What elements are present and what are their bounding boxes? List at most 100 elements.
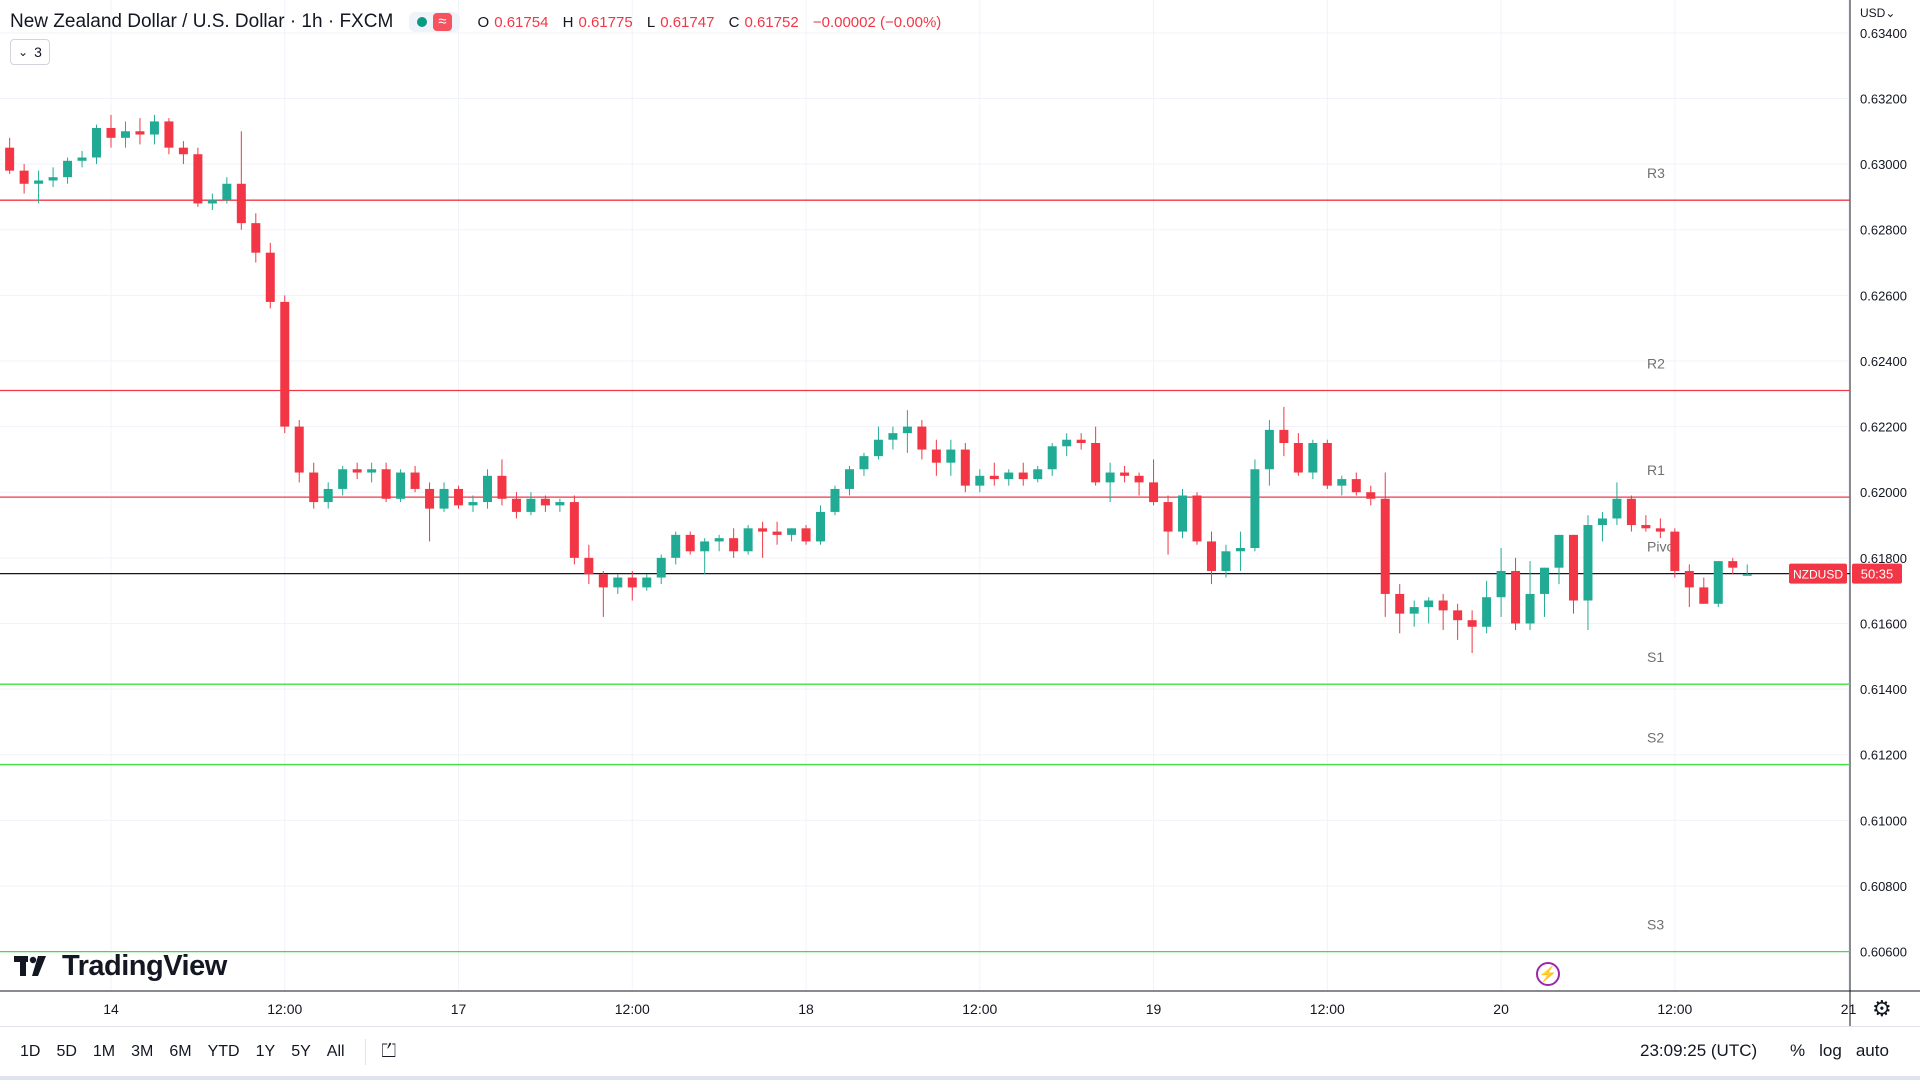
candle-body bbox=[917, 426, 927, 450]
lightning-icon[interactable]: ⚡ bbox=[1536, 962, 1560, 986]
log-toggle[interactable]: log bbox=[1819, 1041, 1842, 1060]
level-label-s3: S3 bbox=[1647, 917, 1664, 933]
range-button-all[interactable]: All bbox=[326, 1043, 345, 1060]
candle-body bbox=[381, 469, 391, 499]
candle-body bbox=[584, 557, 594, 575]
time-tick-label: 21 bbox=[1841, 1001, 1857, 1017]
candle-body bbox=[178, 147, 188, 155]
candle-body bbox=[902, 426, 912, 434]
utc-clock[interactable]: 23:09:25 (UTC) bbox=[1640, 1041, 1758, 1060]
candle-body bbox=[1120, 472, 1130, 476]
price-axis[interactable]: 0.63400 0.63200 0.63000 0.62800 0.62600 0.624… bbox=[1860, 26, 1907, 960]
chevron-down-icon: ⌄ bbox=[1885, 6, 1896, 20]
price-tick-label: 0.61000 bbox=[1860, 813, 1907, 828]
high-value: 0.61775 bbox=[578, 13, 633, 31]
time-tick-label: 12:00 bbox=[267, 1001, 302, 1017]
candle-body bbox=[149, 121, 159, 135]
range-button-6m[interactable]: 6M bbox=[169, 1043, 192, 1060]
candle-body bbox=[1583, 525, 1593, 601]
symbol-title[interactable]: New Zealand Dollar / U.S. Dollar · 1h · … bbox=[10, 11, 394, 32]
candle-body bbox=[1105, 472, 1115, 483]
range-button-1m[interactable]: 1M bbox=[92, 1043, 116, 1060]
candle-body bbox=[1206, 541, 1216, 571]
price-tick-label: 0.62600 bbox=[1860, 288, 1907, 303]
range-button-3m[interactable]: 3M bbox=[131, 1043, 154, 1060]
range-button-5d[interactable]: 5D bbox=[56, 1043, 77, 1060]
candle-body bbox=[946, 449, 956, 463]
bottom-toolbar: 1D 5D 1M 3M 6M YTD 1Y 5Y All ⏍ bbox=[0, 1026, 1920, 1077]
candle-body bbox=[1250, 469, 1260, 549]
candle-body bbox=[352, 469, 362, 473]
candle-body bbox=[1597, 518, 1607, 526]
candle-body bbox=[19, 170, 29, 184]
symbol-tag-bg bbox=[1789, 563, 1847, 584]
candle-body bbox=[1540, 567, 1550, 594]
candle-body bbox=[265, 252, 275, 302]
candle-body bbox=[1626, 498, 1636, 526]
candle-body bbox=[236, 183, 246, 224]
range-button-ytd[interactable]: YTD bbox=[207, 1043, 240, 1060]
candle-body bbox=[367, 469, 377, 473]
bottom-scrollbar[interactable] bbox=[0, 1076, 1920, 1080]
percent-toggle[interactable]: % bbox=[1790, 1041, 1806, 1060]
candle-body bbox=[960, 449, 970, 486]
logo-text: TradingView bbox=[62, 950, 227, 982]
low-label: L bbox=[646, 13, 656, 31]
toolbar-divider bbox=[364, 1039, 366, 1065]
range-button-5y[interactable]: 5Y bbox=[291, 1043, 311, 1060]
level-label-s2: S2 bbox=[1647, 730, 1664, 746]
candle-body bbox=[63, 160, 73, 178]
candle-body bbox=[844, 469, 854, 489]
gear-icon[interactable]: ⚙ bbox=[1872, 996, 1892, 1021]
level-label-r2: R2 bbox=[1647, 355, 1665, 371]
candle-body bbox=[526, 498, 536, 512]
candle-body bbox=[1163, 502, 1173, 532]
candle-body bbox=[569, 502, 579, 558]
time-axis[interactable]: 1412:001712:001812:001912:002012:002112:… bbox=[103, 1001, 1920, 1017]
candle-body bbox=[294, 426, 304, 473]
candle-body bbox=[758, 528, 768, 532]
auto-toggle[interactable]: auto bbox=[1855, 1041, 1889, 1060]
candle-body bbox=[787, 528, 797, 535]
candle-body bbox=[309, 472, 319, 503]
candle-body bbox=[1004, 472, 1014, 480]
candle-body bbox=[1467, 620, 1477, 627]
calendar-icon[interactable]: ⏍ bbox=[381, 1041, 397, 1062]
candle-body bbox=[1395, 593, 1405, 614]
candle-body bbox=[1366, 492, 1376, 499]
candle-body bbox=[540, 498, 550, 506]
candle-body bbox=[888, 433, 898, 440]
status-badge[interactable]: ≈ bbox=[409, 12, 460, 32]
candle-body bbox=[164, 121, 174, 148]
candle-body bbox=[1047, 446, 1057, 470]
candle-body bbox=[642, 577, 652, 588]
candle-body bbox=[1641, 525, 1651, 529]
price-tick-label: 0.62000 bbox=[1860, 485, 1907, 500]
candle-body bbox=[1293, 442, 1303, 473]
time-tick-label: 19 bbox=[1146, 1001, 1162, 1017]
tradingview-logo[interactable]: TradingView bbox=[14, 950, 227, 983]
candle-body bbox=[1453, 610, 1463, 621]
price-tick-label: 0.63000 bbox=[1860, 157, 1907, 172]
countdown-tag-text: 50:35 bbox=[1861, 567, 1894, 582]
currency-selector[interactable]: USD⌄ bbox=[1860, 6, 1895, 20]
last-price-tag: NZDUSD 50:35 bbox=[1789, 563, 1902, 584]
range-button-1d[interactable]: 1D bbox=[20, 1043, 41, 1060]
time-tick-label: 12:00 bbox=[1310, 1001, 1345, 1017]
candle-body bbox=[497, 475, 507, 499]
candle-body bbox=[1221, 551, 1231, 571]
candle-body bbox=[1279, 429, 1289, 443]
candle-body bbox=[48, 177, 58, 181]
candle-body bbox=[1525, 593, 1535, 624]
range-buttons: 1D 5D 1M 3M 6M YTD 1Y 5Y All bbox=[14, 1039, 355, 1065]
candle-body bbox=[1684, 570, 1694, 588]
price-tick-label: 0.60600 bbox=[1860, 945, 1907, 960]
candle-body bbox=[1337, 479, 1347, 486]
price-tick-label: 0.62800 bbox=[1860, 223, 1907, 238]
range-button-1y[interactable]: 1Y bbox=[255, 1043, 276, 1060]
studies-toggle-button[interactable]: ⌄ 3 bbox=[10, 39, 50, 65]
candle-body bbox=[1178, 495, 1188, 532]
candle-body bbox=[975, 475, 985, 486]
candle-body bbox=[1062, 439, 1072, 447]
